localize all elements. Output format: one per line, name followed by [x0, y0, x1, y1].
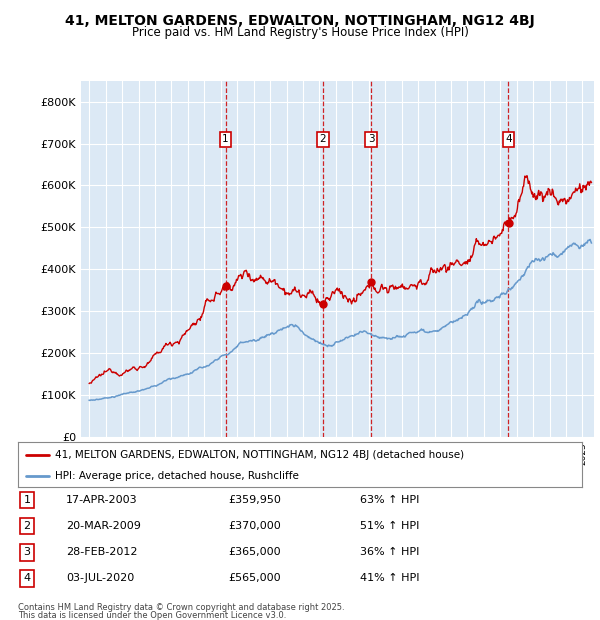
Text: 20-MAR-2009: 20-MAR-2009 — [66, 521, 141, 531]
Text: £565,000: £565,000 — [228, 574, 281, 583]
Text: £370,000: £370,000 — [228, 521, 281, 531]
Text: This data is licensed under the Open Government Licence v3.0.: This data is licensed under the Open Gov… — [18, 611, 286, 620]
Text: 2: 2 — [320, 135, 326, 144]
Text: £365,000: £365,000 — [228, 547, 281, 557]
Text: 41% ↑ HPI: 41% ↑ HPI — [360, 574, 419, 583]
Text: 3: 3 — [368, 135, 374, 144]
Text: 28-FEB-2012: 28-FEB-2012 — [66, 547, 137, 557]
Text: 2: 2 — [23, 521, 31, 531]
Text: 41, MELTON GARDENS, EDWALTON, NOTTINGHAM, NG12 4BJ: 41, MELTON GARDENS, EDWALTON, NOTTINGHAM… — [65, 14, 535, 28]
Text: 41, MELTON GARDENS, EDWALTON, NOTTINGHAM, NG12 4BJ (detached house): 41, MELTON GARDENS, EDWALTON, NOTTINGHAM… — [55, 450, 464, 459]
Text: 1: 1 — [222, 135, 229, 144]
Text: 4: 4 — [505, 135, 512, 144]
Text: Price paid vs. HM Land Registry's House Price Index (HPI): Price paid vs. HM Land Registry's House … — [131, 26, 469, 39]
Text: 03-JUL-2020: 03-JUL-2020 — [66, 574, 134, 583]
Text: 3: 3 — [23, 547, 31, 557]
Text: 51% ↑ HPI: 51% ↑ HPI — [360, 521, 419, 531]
Text: 1: 1 — [23, 495, 31, 505]
Text: £359,950: £359,950 — [228, 495, 281, 505]
Text: 17-APR-2003: 17-APR-2003 — [66, 495, 137, 505]
Text: 4: 4 — [23, 574, 31, 583]
Text: 36% ↑ HPI: 36% ↑ HPI — [360, 547, 419, 557]
Text: 63% ↑ HPI: 63% ↑ HPI — [360, 495, 419, 505]
Text: Contains HM Land Registry data © Crown copyright and database right 2025.: Contains HM Land Registry data © Crown c… — [18, 603, 344, 612]
Text: HPI: Average price, detached house, Rushcliffe: HPI: Average price, detached house, Rush… — [55, 471, 299, 480]
